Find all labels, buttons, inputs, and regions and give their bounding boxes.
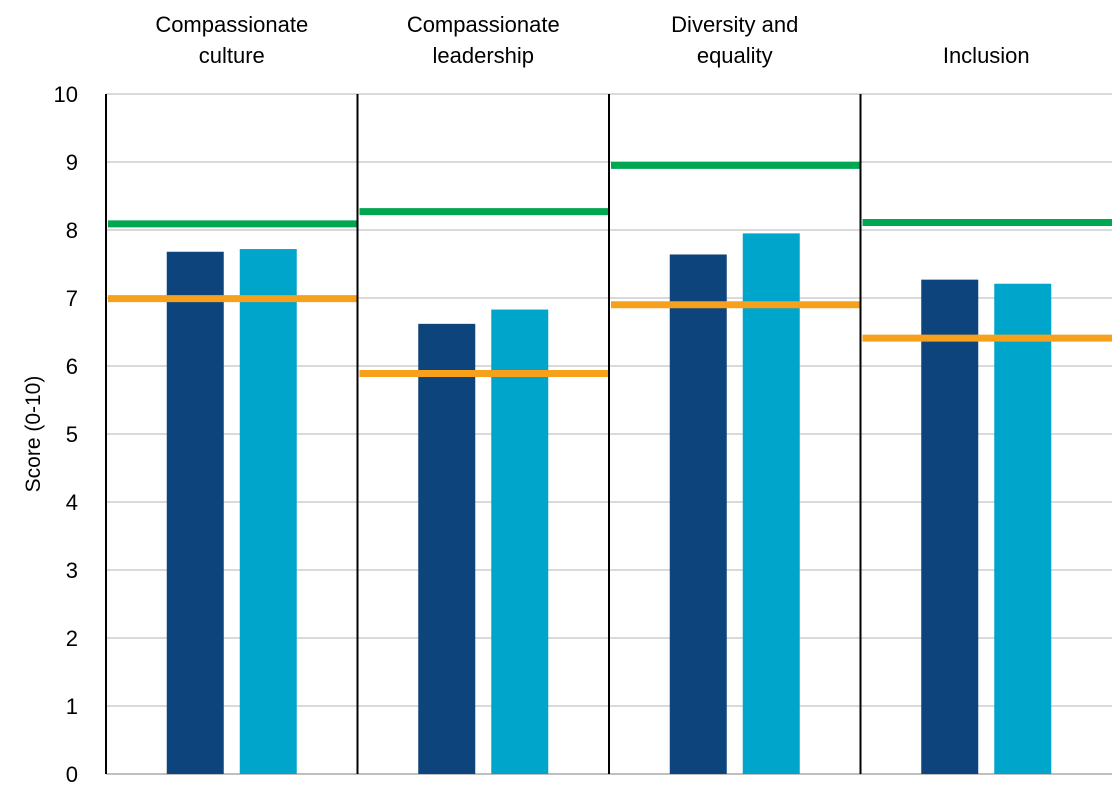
bar	[418, 323, 476, 774]
category-label: Compassionate culture	[155, 12, 308, 68]
y-tick-label: 4	[66, 490, 78, 515]
category-label-line: leadership	[432, 43, 534, 68]
y-tick-label: 8	[66, 218, 78, 243]
bar	[239, 249, 297, 775]
category-label-line: Inclusion	[943, 43, 1030, 68]
bar	[166, 251, 224, 774]
category-labels: Compassionate culture Compassionate leaders…	[155, 12, 1029, 68]
y-tick-label: 6	[66, 354, 78, 379]
category-label-line: culture	[199, 43, 265, 68]
y-tick-label: 2	[66, 626, 78, 651]
bar	[742, 233, 800, 774]
category-label: Diversity and equality	[671, 12, 798, 68]
y-tick-label: 3	[66, 558, 78, 583]
y-tick-label: 1	[66, 694, 78, 719]
category-label: Compassionate leadership	[407, 12, 560, 68]
y-tick-label: 0	[66, 762, 78, 787]
category-label: Inclusion	[943, 43, 1030, 68]
category-label-line: Diversity and	[671, 12, 798, 37]
y-tick-label: 5	[66, 422, 78, 447]
bar	[491, 309, 549, 774]
category-dividers	[105, 94, 862, 774]
y-tick-label: 9	[66, 150, 78, 175]
bar	[921, 279, 979, 774]
y-axis-title: Score (0-10)	[22, 376, 45, 493]
y-tick-labels: 0 1 2 3 4 5 6 7 8 9 10	[54, 82, 78, 787]
category-label-line: Compassionate	[407, 12, 560, 37]
y-tick-label: 7	[66, 286, 78, 311]
y-tick-label: 10	[54, 82, 78, 107]
bar	[669, 254, 727, 775]
plot-marks	[108, 161, 1112, 775]
category-label-line: Compassionate	[155, 12, 308, 37]
category-label-line: equality	[697, 43, 773, 68]
bar	[994, 283, 1052, 774]
